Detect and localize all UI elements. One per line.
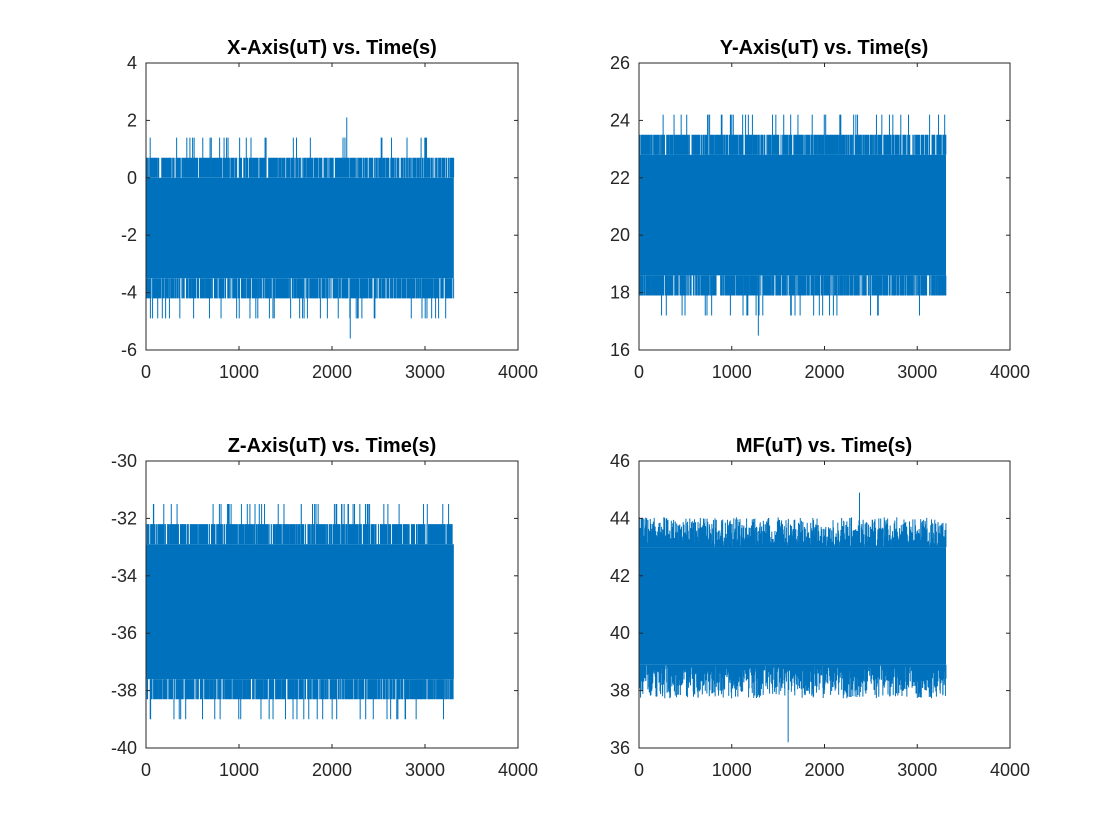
x-tick-label: 4000 [990,760,1030,780]
y-tick-label: -32 [111,508,137,528]
plot-area [145,117,455,339]
y-tick-label: 18 [610,283,630,303]
x-tick-label: 1000 [712,760,752,780]
subplot-y-axis: Y-Axis(uT) vs. Time(s) 0 1000 2000 3000 4000… [610,37,1030,382]
x-tick-label: 1000 [219,362,259,382]
y-tick-label: 44 [610,508,630,528]
y-tick-label: -4 [121,283,137,303]
y-tick-label: 38 [610,681,630,701]
y-tick-label: 16 [610,340,630,360]
x-tick-label: 0 [634,760,644,780]
subplot-title: X-Axis(uT) vs. Time(s) [227,37,437,59]
y-tick-label: -30 [111,451,137,471]
x-tick-label: 3000 [897,760,937,780]
y-tick-label: -34 [111,566,137,586]
x-tick-label: 3000 [405,760,445,780]
y-tick-label: 22 [610,168,630,188]
x-tick-label: 0 [141,362,151,382]
y-tick-label: -36 [111,623,137,643]
y-tick-label: 4 [127,53,137,73]
x-tick-label: 2000 [804,362,844,382]
x-tick-label: 2000 [312,760,352,780]
x-tick-label: 2000 [312,362,352,382]
x-tick-label: 0 [141,760,151,780]
subplot-title: Z-Axis(uT) vs. Time(s) [228,435,437,457]
y-tick-label: 36 [610,738,630,758]
subplot-magnetic-field: MF(uT) vs. Time(s) 0 1000 2000 3000 4000 36 38… [610,435,1030,780]
subplot-title: Y-Axis(uT) vs. Time(s) [720,37,929,59]
x-tick-label: 1000 [219,760,259,780]
x-tick-label: 4000 [498,362,538,382]
subplot-title: MF(uT) vs. Time(s) [736,435,912,457]
x-tick-label: 4000 [990,362,1030,382]
y-tick-label: -6 [121,340,137,360]
y-tick-label: -40 [111,738,137,758]
signal-band [146,544,454,680]
y-tick-label: -2 [121,225,137,245]
y-tick-label: 0 [127,168,137,188]
x-tick-label: 0 [634,362,644,382]
x-tick-label: 1000 [712,362,752,382]
y-tick-label: 26 [610,53,630,73]
x-tick-label: 3000 [897,362,937,382]
y-tick-label: 46 [610,451,630,471]
signal-band [639,154,947,276]
x-tick-label: 2000 [804,760,844,780]
plot-area [638,492,947,743]
x-tick-label: 4000 [498,760,538,780]
y-tick-label: 20 [610,225,630,245]
y-tick-label: 2 [127,110,137,130]
x-tick-label: 3000 [405,362,445,382]
signal-band [639,547,947,665]
plot-area [146,504,454,720]
signal-band [146,177,454,279]
plot-area [638,114,947,336]
y-tick-label: 24 [610,110,630,130]
y-tick-label: -38 [111,681,137,701]
signal-spikes [146,504,454,720]
y-tick-label: 40 [610,623,630,643]
subplot-x-axis: X-Axis(uT) vs. Time(s) 0 1000 2000 3000 4000… [121,37,538,382]
y-tick-label: 42 [610,566,630,586]
subplot-z-axis: Z-Axis(uT) vs. Time(s) 0 1000 2000 3000 4000… [111,435,538,780]
